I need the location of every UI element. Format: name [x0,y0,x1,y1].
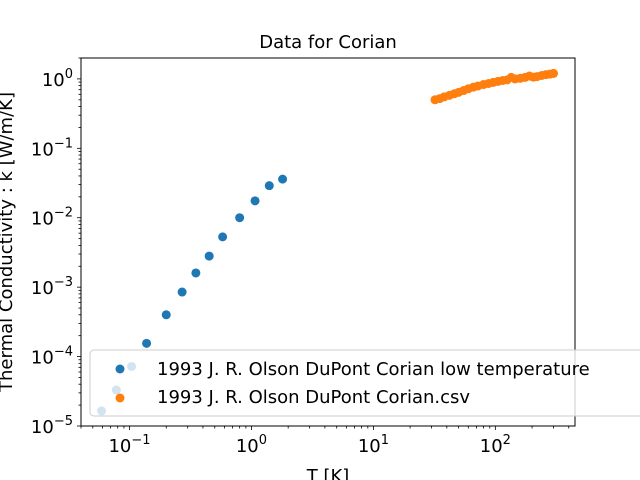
x-axis-label: T [K] [306,466,350,480]
plot-frame [80,57,576,427]
data-point [278,174,288,184]
chart-title: Data for Corian [259,32,397,53]
x-axis-ticks: 10−1 100 101 102 [80,426,570,457]
x-tick-label: 101 [358,433,389,457]
data-point [250,196,260,206]
x-tick-label: 102 [480,433,511,457]
y-tick-label: 100 [42,67,73,91]
data-point [218,232,228,242]
legend: 1993 J. R. Olson DuPont Corian low tempe… [89,349,640,417]
data-point [549,68,559,78]
y-tick-label: 10−3 [31,275,73,299]
y-axis-label: Thermal Conductivity : k [W/m/K] [0,92,17,393]
data-point [191,268,201,278]
y-tick-label: 10−4 [31,345,73,369]
y-tick-label: 10−1 [31,136,73,160]
data-point [204,251,214,261]
legend-label-low-temperature: 1993 J. R. Olson DuPont Corian low tempe… [157,359,590,380]
y-axis-ticks: 10−5 10−4 10−3 10−2 10−1 100 [31,57,81,438]
legend-box [89,349,640,417]
data-point [142,338,152,348]
series-1 [430,68,559,105]
data-point [235,213,245,223]
legend-label-corian-csv: 1993 J. R. Olson DuPont Corian.csv [157,387,470,408]
data-point [177,287,187,297]
data-point [264,181,274,191]
data-point [161,310,171,320]
y-tick-label: 10−5 [31,414,73,438]
legend-marker-low-temperature [115,364,125,374]
x-tick-label: 10−1 [108,433,150,457]
x-tick-label: 100 [236,433,267,457]
plot-area [80,57,576,427]
legend-marker-corian-csv [115,393,125,403]
y-tick-label: 10−2 [31,206,73,230]
